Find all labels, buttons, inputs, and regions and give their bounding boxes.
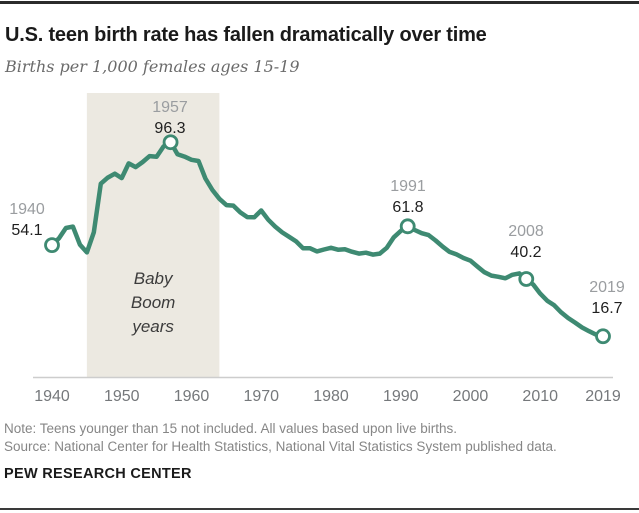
data-point-marker-1957	[162, 134, 179, 151]
annotation-year-1940: 1940	[9, 201, 45, 218]
annotation-year-2008: 2008	[508, 223, 544, 240]
x-tick-1950: 1950	[104, 388, 140, 405]
x-tick-2010: 2010	[522, 388, 558, 405]
annotation-value-2019: 16.7	[591, 300, 622, 317]
data-point-marker-1940	[44, 237, 60, 254]
annotation-value-1991: 61.8	[392, 199, 423, 216]
x-tick-2000: 2000	[453, 388, 489, 405]
chart-note: Note: Teens younger than 15 not included…	[4, 421, 458, 436]
x-tick-1980: 1980	[313, 388, 349, 405]
x-tick-1960: 1960	[174, 388, 210, 405]
annotation-year-1957: 1957	[152, 99, 188, 116]
annotation-value-2008: 40.2	[510, 244, 541, 261]
x-tick-1970: 1970	[243, 388, 279, 405]
annotation-year-1991: 1991	[390, 178, 426, 195]
annotation-year-2019: 2019	[589, 279, 625, 296]
x-tick-1940: 1940	[34, 388, 70, 405]
trend-line	[49, 139, 606, 339]
x-tick-1990: 1990	[383, 388, 419, 405]
baby-boom-region	[86, 93, 220, 377]
baby-boom-label: Baby Boom years	[131, 269, 175, 336]
top-divider	[0, 1, 639, 4]
bottom-divider	[0, 508, 639, 510]
chart-title: U.S. teen birth rate has fallen dramatic…	[5, 24, 487, 46]
pew-research-center-wordmark: PEW RESEARCH CENTER	[4, 466, 192, 482]
annotation-value-1957: 96.3	[154, 120, 185, 137]
data-point-marker-2008	[518, 271, 535, 287]
data-point-marker-1991	[399, 218, 416, 235]
data-point-marker-2019	[595, 328, 611, 345]
chart-subtitle: Births per 1,000 females ages 15-19	[5, 57, 300, 76]
x-tick-2019: 2019	[585, 388, 621, 405]
annotation-value-1940: 54.1	[11, 222, 42, 239]
chart-source: Source: National Center for Health Stati…	[4, 439, 557, 454]
